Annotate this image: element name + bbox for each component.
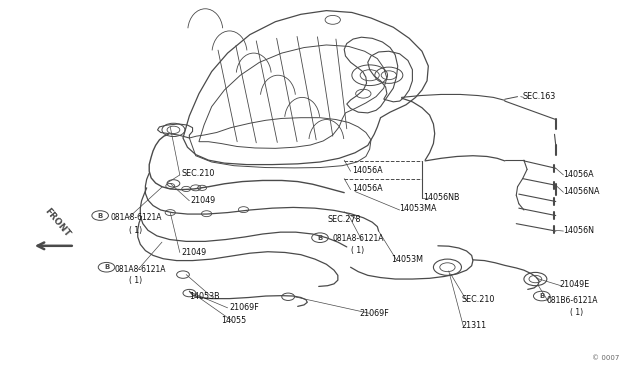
Text: B: B	[317, 235, 323, 241]
Text: 21069F: 21069F	[230, 303, 259, 312]
Text: 21049: 21049	[181, 248, 206, 257]
Text: SEC.210: SEC.210	[461, 295, 495, 304]
Circle shape	[312, 233, 328, 243]
Text: ( 1): ( 1)	[351, 246, 364, 255]
Text: B: B	[104, 264, 109, 270]
Text: 14056NA: 14056NA	[563, 187, 600, 196]
Text: 21049: 21049	[190, 196, 215, 205]
Text: © 0007: © 0007	[592, 355, 620, 361]
Text: SEC.210: SEC.210	[181, 169, 214, 178]
Text: 081A8-6121A: 081A8-6121A	[111, 213, 163, 222]
Text: B: B	[539, 293, 545, 299]
Text: ( 1): ( 1)	[570, 308, 583, 317]
Text: 14053B: 14053B	[189, 292, 220, 301]
Text: 14056A: 14056A	[352, 185, 383, 193]
Text: 14056A: 14056A	[352, 166, 383, 175]
Circle shape	[534, 291, 550, 301]
Text: 081B6-6121A: 081B6-6121A	[546, 296, 598, 305]
Text: 21049E: 21049E	[559, 280, 589, 289]
Text: ( 1): ( 1)	[129, 226, 142, 235]
Text: 14056N: 14056N	[563, 226, 595, 235]
Text: 14055: 14055	[221, 316, 246, 325]
Text: 14056A: 14056A	[563, 170, 594, 179]
Text: 14053M: 14053M	[392, 254, 424, 264]
Text: 14053MA: 14053MA	[399, 204, 437, 214]
Text: 14056NB: 14056NB	[423, 193, 460, 202]
Text: SEC.278: SEC.278	[328, 215, 361, 224]
Circle shape	[99, 262, 115, 272]
Text: 081A8-6121A: 081A8-6121A	[115, 264, 166, 273]
Text: B: B	[97, 212, 103, 218]
Text: ( 1): ( 1)	[129, 276, 142, 285]
Text: 21069F: 21069F	[360, 309, 389, 318]
Text: 21311: 21311	[461, 321, 486, 330]
Text: FRONT: FRONT	[43, 206, 72, 238]
Text: SEC.163: SEC.163	[523, 92, 556, 101]
Text: 081A8-6121A: 081A8-6121A	[333, 234, 384, 243]
Circle shape	[92, 211, 108, 220]
